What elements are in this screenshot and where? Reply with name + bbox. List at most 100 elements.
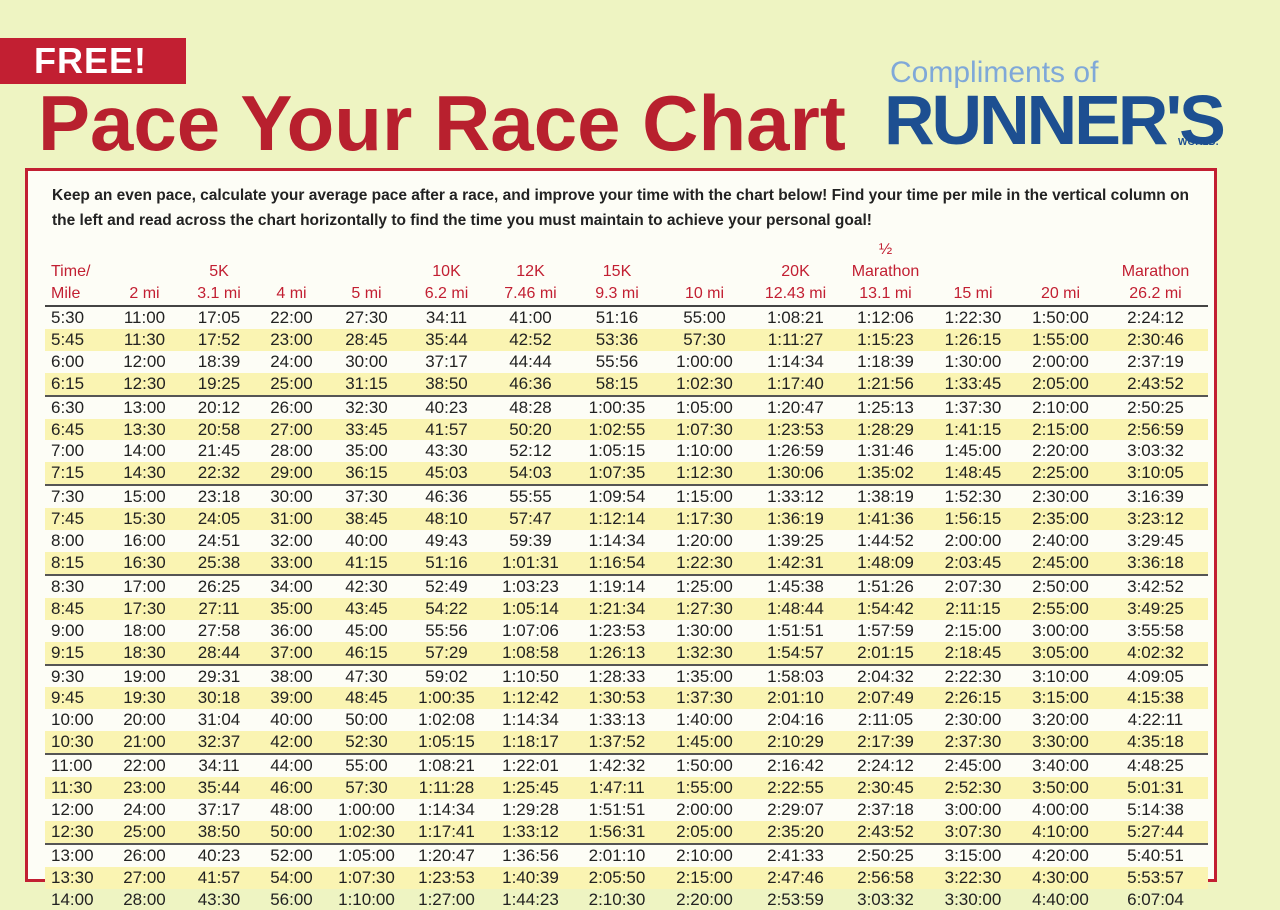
- time-cell: 26:00: [123, 845, 166, 865]
- time-cell: 1:15:00: [676, 487, 733, 507]
- time-cell: 1:02:08: [418, 710, 475, 730]
- time-cell: 21:45: [197, 441, 241, 461]
- time-cell: 55:55: [509, 487, 552, 507]
- time-cell: 35:44: [405, 328, 488, 351]
- time-cell: 57:47: [488, 508, 573, 531]
- time-cell: 2:40:00: [1032, 531, 1089, 551]
- pace-cell: 7:45: [45, 508, 106, 531]
- time-cell: 1:12:30: [661, 462, 748, 487]
- time-cell: 4:48:25: [1127, 756, 1184, 776]
- time-cell: 1:48:09: [843, 551, 928, 576]
- time-cell: 1:39:25: [767, 531, 824, 551]
- time-cell: 1:05:14: [488, 597, 573, 620]
- time-cell: 37:00: [255, 641, 328, 666]
- time-cell: 1:12:06: [857, 308, 914, 327]
- time-cell: 50:00: [255, 820, 328, 845]
- time-cell: 5:40:51: [1127, 845, 1184, 865]
- time-cell: 29:31: [197, 666, 241, 686]
- column-header: 5K 3.1 mi: [183, 239, 255, 307]
- time-cell: 2:20:00: [676, 889, 733, 909]
- time-cell: 1:50:00: [676, 756, 733, 776]
- time-cell: 2:35:20: [748, 820, 843, 845]
- pace-cell: 14:00: [51, 889, 94, 909]
- time-cell: 38:00: [270, 666, 313, 686]
- time-cell: 2:00:00: [1032, 351, 1089, 371]
- time-cell: 11:30: [106, 328, 183, 351]
- time-cell: 46:15: [328, 641, 405, 666]
- pace-cell: 7:30: [51, 487, 85, 507]
- time-cell: 46:36: [425, 487, 468, 507]
- time-cell: 25:00: [106, 820, 183, 845]
- column-header: 20 mi: [1018, 239, 1103, 307]
- time-cell: 42:52: [488, 328, 573, 351]
- time-cell: 2:22:30: [944, 666, 1002, 686]
- time-cell: 16:30: [106, 551, 183, 576]
- header-bottom: 20 mi: [1040, 285, 1081, 302]
- time-cell: 24:05: [183, 508, 255, 531]
- time-cell: 48:28: [509, 397, 552, 417]
- time-cell: 1:51:26: [857, 576, 914, 596]
- time-cell: 4:35:18: [1103, 731, 1208, 756]
- time-cell: 1:01:31: [488, 551, 573, 576]
- time-cell: 54:22: [405, 597, 488, 620]
- time-cell: 2:07:49: [843, 687, 928, 710]
- time-cell: 1:10:00: [338, 889, 395, 909]
- time-cell: 2:37:30: [928, 731, 1018, 756]
- time-cell: 3:30:00: [944, 889, 1002, 909]
- time-cell: 2:18:45: [928, 641, 1018, 666]
- time-cell: 1:37:52: [573, 731, 661, 756]
- table-row: 6:30 13:00 20:12 26:00 32:30 40:23 48:28 1:00:3…: [45, 396, 1208, 419]
- time-cell: 1:08:21: [767, 308, 824, 327]
- header-bottom: 10 mi: [684, 285, 725, 302]
- time-cell: 2:41:33: [767, 845, 824, 865]
- time-cell: 2:29:07: [767, 799, 824, 819]
- time-cell: 1:05:15: [588, 441, 646, 461]
- time-cell: 1:14:34: [767, 351, 824, 371]
- time-cell: 17:05: [197, 308, 241, 327]
- time-cell: 2:30:00: [944, 710, 1002, 730]
- time-cell: 2:15:00: [1018, 418, 1103, 441]
- time-cell: 3:29:45: [1127, 531, 1184, 551]
- column-header: 20K 12.43 mi: [748, 239, 843, 307]
- time-cell: 55:56: [595, 351, 639, 371]
- time-cell: 1:30:06: [748, 462, 843, 487]
- column-header: 15K 9.3 mi: [573, 239, 661, 307]
- time-cell: 1:00:35: [588, 397, 646, 417]
- header-bottom: 13.1 mi: [859, 285, 912, 302]
- time-cell: 1:07:06: [502, 620, 559, 640]
- column-header: 2 mi: [106, 239, 183, 307]
- time-cell: 1:52:30: [944, 487, 1002, 507]
- time-cell: 48:00: [270, 799, 313, 819]
- header-top: ½ Marathon: [851, 241, 920, 280]
- column-header: Marathon 26.2 mi: [1103, 239, 1208, 307]
- time-cell: 1:57:59: [857, 620, 914, 640]
- time-cell: 3:10:05: [1103, 462, 1208, 487]
- column-header: 12K 7.46 mi: [488, 239, 573, 307]
- time-cell: 1:33:12: [488, 820, 573, 845]
- header-top: 10K: [432, 263, 461, 280]
- time-cell: 1:29:28: [502, 799, 559, 819]
- time-cell: 32:00: [270, 531, 313, 551]
- time-cell: 2:05:50: [573, 866, 661, 889]
- time-cell: 2:05:00: [661, 820, 748, 845]
- intro: Keep an even pace, calculate your averag…: [52, 187, 1190, 229]
- time-cell: 38:50: [405, 372, 488, 397]
- time-cell: 22:00: [270, 308, 313, 327]
- time-cell: 56:00: [270, 889, 313, 909]
- time-cell: 57:30: [661, 328, 748, 351]
- time-cell: 1:35:02: [843, 462, 928, 487]
- time-cell: 54:03: [488, 462, 573, 487]
- time-cell: 2:10:29: [748, 731, 843, 756]
- time-cell: 2:50:25: [857, 845, 914, 865]
- time-cell: 5:53:57: [1103, 866, 1208, 889]
- pace-cell: 9:45: [45, 687, 106, 710]
- time-cell: 55:56: [425, 620, 468, 640]
- time-cell: 2:43:52: [843, 820, 928, 845]
- time-cell: 23:18: [197, 487, 241, 507]
- time-cell: 1:00:00: [338, 799, 395, 819]
- header-top: Marathon: [1121, 263, 1190, 280]
- header-bottom: 9.3 mi: [595, 285, 639, 302]
- time-cell: 20:12: [197, 397, 241, 417]
- time-cell: 1:48:45: [928, 462, 1018, 487]
- time-cell: 1:12:14: [573, 508, 661, 531]
